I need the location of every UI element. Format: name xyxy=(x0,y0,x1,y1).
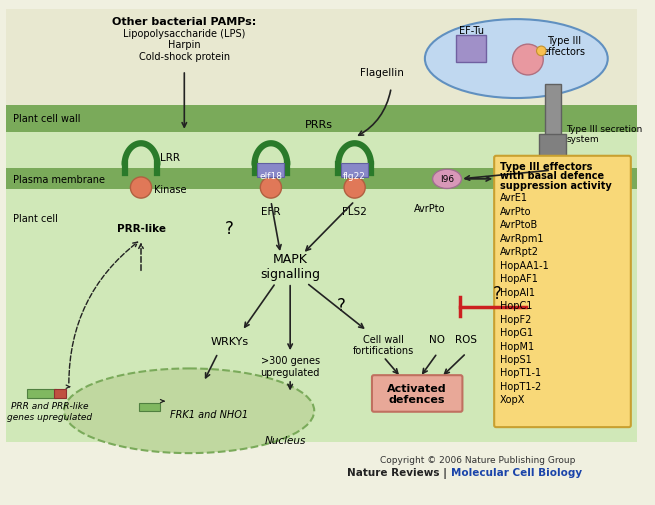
Text: EFR: EFR xyxy=(261,206,280,216)
Text: Flagellin: Flagellin xyxy=(360,68,403,78)
Text: AvrRpm1: AvrRpm1 xyxy=(500,233,544,243)
Text: flg22: flg22 xyxy=(343,172,366,181)
Bar xyxy=(341,164,368,178)
Bar xyxy=(28,389,56,398)
Bar xyxy=(7,169,637,190)
Bar xyxy=(7,132,637,169)
Bar xyxy=(7,190,637,495)
Text: HopAl1: HopAl1 xyxy=(500,287,535,297)
Circle shape xyxy=(344,178,365,198)
Text: Molecular Cell Biology: Molecular Cell Biology xyxy=(451,467,582,477)
Text: Cell wall
fortifications: Cell wall fortifications xyxy=(353,334,414,356)
Text: AvrPto: AvrPto xyxy=(414,204,445,213)
Text: I96: I96 xyxy=(440,175,454,184)
Text: ROS: ROS xyxy=(455,334,477,344)
Text: AvrPtoB: AvrPtoB xyxy=(500,220,538,230)
Text: ?: ? xyxy=(493,285,502,303)
Text: Type III
effectors: Type III effectors xyxy=(543,35,586,57)
Text: HopG1: HopG1 xyxy=(500,327,533,337)
Text: Plant cell wall: Plant cell wall xyxy=(13,114,81,124)
Text: NO: NO xyxy=(430,334,445,344)
Text: Activated
defences: Activated defences xyxy=(387,383,447,405)
Text: AvrRpt2: AvrRpt2 xyxy=(500,247,539,257)
Text: FLS2: FLS2 xyxy=(342,206,367,216)
Text: HopS1: HopS1 xyxy=(500,355,532,364)
Text: MAPK
signalling: MAPK signalling xyxy=(260,253,320,281)
Text: Harpin: Harpin xyxy=(168,40,200,50)
Text: suppression activity: suppression activity xyxy=(500,180,612,190)
Text: EF-Tu: EF-Tu xyxy=(458,25,483,35)
Text: HopM1: HopM1 xyxy=(500,341,534,351)
Text: HopT1-1: HopT1-1 xyxy=(500,368,541,378)
Text: AvrE1: AvrE1 xyxy=(500,193,528,203)
Bar xyxy=(7,442,637,495)
Bar xyxy=(54,389,66,398)
Text: Nature Reviews |: Nature Reviews | xyxy=(347,467,451,478)
Bar xyxy=(456,36,487,63)
Text: Type III effectors: Type III effectors xyxy=(500,161,592,171)
Bar xyxy=(545,84,561,171)
Ellipse shape xyxy=(432,170,462,189)
Text: with basal defence: with basal defence xyxy=(500,171,604,181)
Text: Cold-shock protein: Cold-shock protein xyxy=(139,52,230,62)
Circle shape xyxy=(536,47,546,57)
Text: Nucleus: Nucleus xyxy=(265,435,306,445)
Text: Lipopolysaccharide (LPS): Lipopolysaccharide (LPS) xyxy=(123,29,246,39)
Text: WRKYs: WRKYs xyxy=(210,336,249,346)
Text: HopT1-2: HopT1-2 xyxy=(500,381,541,391)
Text: ?: ? xyxy=(225,220,234,237)
Text: Other bacterial PAMPs:: Other bacterial PAMPs: xyxy=(112,17,256,27)
Text: PRR-like: PRR-like xyxy=(117,224,166,233)
Circle shape xyxy=(260,178,282,198)
Text: PRR and PRR-like
genes upregulated: PRR and PRR-like genes upregulated xyxy=(7,401,92,421)
Text: ?: ? xyxy=(337,296,346,314)
Ellipse shape xyxy=(512,45,543,76)
Bar xyxy=(257,164,284,178)
Text: Copyright © 2006 Nature Publishing Group: Copyright © 2006 Nature Publishing Group xyxy=(380,455,576,464)
Text: elf18: elf18 xyxy=(259,172,282,181)
Text: AvrPto: AvrPto xyxy=(500,207,531,216)
Text: HopC1: HopC1 xyxy=(500,300,533,311)
Text: PRRs: PRRs xyxy=(305,120,333,130)
Text: LRR: LRR xyxy=(160,153,180,163)
FancyBboxPatch shape xyxy=(372,375,462,412)
Text: FRK1 and NHO1: FRK1 and NHO1 xyxy=(170,409,248,419)
Bar xyxy=(540,134,567,163)
Text: HopF2: HopF2 xyxy=(500,314,531,324)
Ellipse shape xyxy=(425,20,608,99)
Text: Kinase: Kinase xyxy=(155,185,187,195)
Circle shape xyxy=(130,178,151,198)
Text: HopAA1-1: HopAA1-1 xyxy=(500,260,549,270)
Text: Plasma membrane: Plasma membrane xyxy=(13,175,105,184)
Bar xyxy=(7,106,637,132)
Bar xyxy=(7,10,637,106)
Text: HopAF1: HopAF1 xyxy=(500,274,538,284)
FancyBboxPatch shape xyxy=(494,157,631,427)
Bar xyxy=(139,403,160,411)
Text: Plant cell: Plant cell xyxy=(13,214,58,224)
Ellipse shape xyxy=(64,369,314,453)
Text: >300 genes
upregulated: >300 genes upregulated xyxy=(261,355,320,377)
Text: Type III secretion
system: Type III secretion system xyxy=(567,125,643,144)
Text: XopX: XopX xyxy=(500,394,525,405)
